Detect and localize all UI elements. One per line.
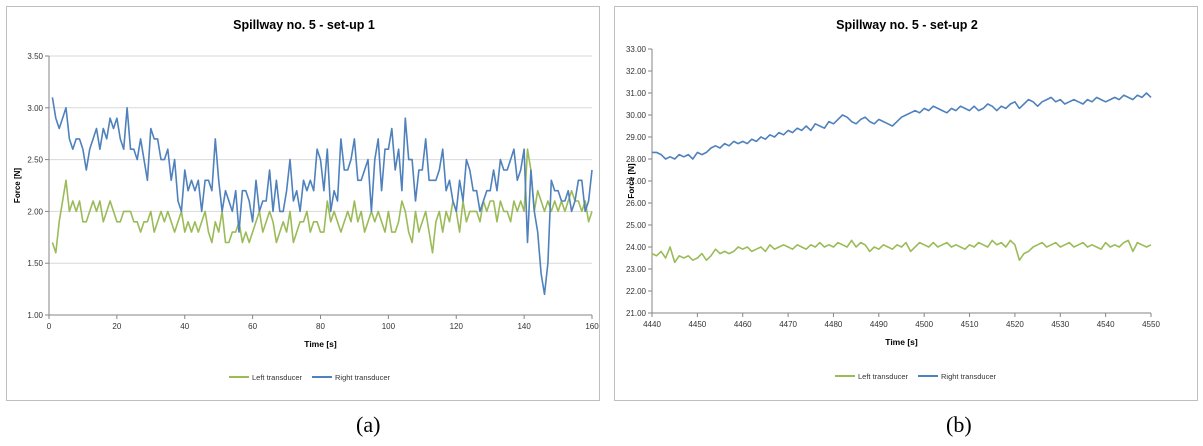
y-tick-label: 2.00 [27,207,43,216]
y-axis-label: Force [N] [627,163,636,198]
y-tick-label: 28.00 [626,155,647,164]
x-tick-label: 4530 [1051,320,1069,329]
x-tick-label: 120 [450,322,464,331]
x-tick-label: 4510 [961,320,979,329]
chart-title: Spillway no. 5 - set-up 2 [836,18,978,32]
caption-a: (a) [356,412,381,437]
y-tick-label: 3.50 [27,52,43,61]
series-line-right-transducer [51,97,593,296]
x-tick-label: 80 [316,322,325,331]
y-tick-label: 26.00 [626,199,647,208]
y-tick-label: 22.00 [626,287,647,296]
x-tick-label: 20 [112,322,121,331]
x-tick-label: 4550 [1142,320,1160,329]
y-tick-label: 31.00 [626,89,647,98]
y-tick-label: 1.00 [27,311,43,320]
series-line-left-transducer [651,239,1152,264]
y-tick-label: 2.50 [27,156,43,165]
y-tick-label: 27.00 [626,177,647,186]
series-line-left-transducer [51,148,593,254]
chart-panel-b: Spillway no. 5 - set-up 2 21.00 22.00 23.00… [614,6,1198,401]
chart-panel-a: Spillway no. 5 - set-up 1 1.00 1.50 2.00 2.5… [6,6,600,401]
chart-title: Spillway no. 5 - set-up 1 [233,18,375,32]
x-tick-label: 4440 [643,320,661,329]
legend-label: Right transducer [335,373,391,382]
x-tick-label: 4450 [688,320,706,329]
y-tick-label: 29.00 [626,133,647,142]
x-tick-label: 4470 [779,320,797,329]
y-tick-label: 23.00 [626,265,647,274]
x-tick-label: 4520 [1006,320,1024,329]
x-axis-label: Time [s] [304,339,337,349]
series-line-right-transducer [652,92,1152,160]
y-tick-label: 33.00 [626,45,647,54]
y-tick-label: 3.00 [27,104,43,113]
y-tick-label: 32.00 [626,67,647,76]
y-tick-label: 24.00 [626,243,647,252]
y-tick-label: 1.50 [27,259,43,268]
x-tick-label: 4490 [870,320,888,329]
x-tick-label: 40 [180,322,189,331]
caption-b: (b) [946,412,972,437]
y-tick-label: 21.00 [626,309,647,318]
x-tick-label: 4460 [734,320,752,329]
x-tick-label: 4540 [1097,320,1115,329]
y-tick-label: 25.00 [626,221,647,230]
x-tick-label: 0 [47,322,52,331]
x-tick-label: 140 [517,322,531,331]
x-tick-label: 100 [382,322,396,331]
chart-svg-1: Spillway no. 5 - set-up 2 21.00 22.00 23.00… [626,18,1160,381]
y-tick-label: 30.00 [626,111,647,120]
x-tick-label: 160 [585,322,599,331]
legend-label: Left transducer [252,373,303,382]
x-tick-label: 4500 [915,320,933,329]
chart-svg-0: Spillway no. 5 - set-up 1 1.00 1.50 2.00 2.5… [13,18,599,382]
x-axis-label: Time [s] [885,337,918,347]
legend-label: Left transducer [858,372,909,381]
legend-label: Right transducer [941,372,997,381]
x-tick-label: 60 [248,322,257,331]
y-axis-label: Force [N] [13,168,22,203]
x-tick-label: 4480 [825,320,843,329]
